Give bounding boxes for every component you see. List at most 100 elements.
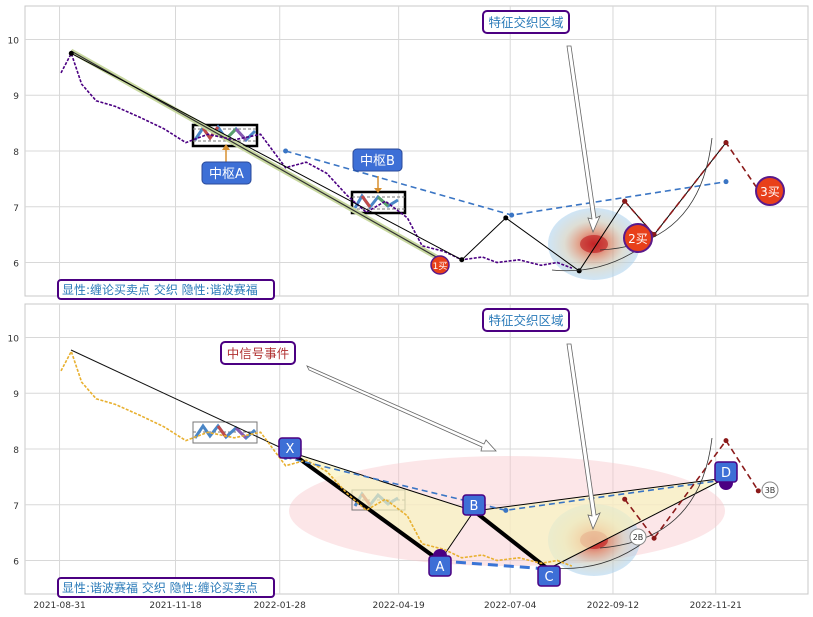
point-a-marker: A	[428, 549, 452, 577]
series-point	[723, 140, 729, 146]
point-c-text: C	[544, 570, 553, 585]
signal-event-text: 中信号事件	[227, 346, 290, 361]
series-point	[576, 268, 582, 274]
bottom-zone-text: 特征交织区域	[488, 313, 563, 328]
pivot-b-strokes-3	[376, 195, 390, 208]
y-tick-label: 7	[13, 204, 19, 214]
top-legend: 显性:缠论买卖点 交织 隐性:谐波赛福	[57, 279, 275, 300]
bottom-legend-text: 显性:谐波赛福 交织 隐性:缠论买卖点	[62, 580, 258, 595]
series-point	[622, 496, 628, 502]
y-tick-label: 6	[13, 558, 19, 568]
pivot-a-label: 中枢A	[201, 161, 252, 185]
y-tick-label: 9	[13, 390, 19, 400]
bottom-legend: 显性:谐波赛福 交织 隐性:缠论买卖点	[57, 577, 275, 598]
point-d-text: D	[721, 466, 731, 481]
bottom-zone-label: 特征交织区域	[482, 308, 570, 332]
series-point	[723, 438, 729, 444]
point-c-marker: C	[537, 565, 561, 587]
series-point	[755, 488, 761, 494]
pivot-a-text: 中枢A	[209, 167, 244, 182]
x-tick-label: 2022-11-21	[690, 601, 742, 611]
pivot-a-arrowhead	[222, 144, 230, 150]
series-point	[283, 148, 289, 154]
x-tick-label: 2021-11-18	[149, 601, 202, 611]
point-x-text: X	[286, 442, 295, 457]
top-zone-arrow	[566, 45, 601, 234]
marker-2b-text: 2B	[633, 533, 644, 542]
point-x-marker: X	[278, 437, 302, 459]
pivot-b-arrowhead	[374, 188, 382, 193]
series-line-2	[624, 141, 759, 236]
pivot-b-text: 中枢B	[360, 154, 395, 169]
top-legend-text: 显性:缠论买卖点 交织 隐性:谐波赛福	[62, 282, 258, 297]
signal-event-label: 中信号事件	[220, 341, 296, 365]
y-tick-label: 7	[13, 502, 19, 512]
bcd-triangle-fill	[474, 478, 726, 569]
series-point	[503, 507, 509, 513]
series-point	[68, 50, 74, 56]
point-d-marker: D	[714, 461, 738, 490]
y-tick-label: 6	[13, 260, 19, 270]
x-tick-labels: 2021-08-31 2021-11-18 2022-01-28 2022-04-19…	[33, 601, 742, 611]
harmonic-ac-dashed	[439, 559, 549, 571]
bottom-gridlines	[25, 304, 808, 594]
bottom-arc-2	[599, 437, 713, 549]
harmonic-bd-leg	[473, 477, 727, 512]
top-y-tick-labels: 6 7 8 9 10	[8, 36, 20, 269]
top-zone-text: 特征交织区域	[488, 15, 563, 30]
marker-3b-text: 3B	[765, 486, 776, 495]
point-a-text: A	[436, 560, 445, 575]
x-tick-label: 2022-07-04	[484, 601, 537, 611]
buy-point-1: 1买	[430, 255, 450, 275]
buy-point-3: 3买	[755, 176, 785, 206]
series-line-1	[285, 456, 727, 512]
series-point	[651, 535, 657, 541]
top-interweave-core	[580, 235, 608, 253]
bottom-y-tick-labels: 6 7 8 9 10	[8, 334, 20, 567]
buy-point-2: 2买	[623, 223, 653, 253]
series-line-2	[624, 439, 759, 540]
bottom-arc-1	[551, 544, 641, 569]
series-point	[503, 215, 509, 221]
series-point	[723, 179, 729, 185]
x-tick-label: 2021-08-31	[33, 601, 85, 611]
series-line-0	[60, 51, 573, 269]
top-zone-label: 特征交织区域	[482, 10, 570, 34]
signal-event-arrow	[306, 365, 497, 452]
series-line-0	[60, 349, 573, 567]
series-point	[622, 198, 628, 204]
harmonic-cd-leg	[547, 477, 727, 570]
top-series	[60, 50, 761, 274]
x-tick-label: 2022-09-12	[587, 601, 639, 611]
buy-2-text: 2买	[628, 232, 648, 246]
series-point	[459, 257, 465, 263]
bottom-trend-line	[70, 349, 291, 453]
x-tick-label: 2022-01-28	[254, 601, 307, 611]
pivot-b-label: 中枢B	[352, 148, 403, 172]
buy-1-text: 1买	[433, 261, 448, 272]
harmonic-xb-leg	[289, 451, 475, 512]
harmonic-xa-leg	[288, 450, 442, 563]
xab-triangle-fill	[290, 452, 474, 561]
marker-3b: 3B	[761, 481, 779, 499]
marker-2b: 2B	[629, 528, 647, 546]
y-tick-label: 9	[13, 92, 19, 102]
top-gridlines	[25, 6, 808, 296]
y-tick-label: 8	[13, 148, 19, 158]
y-tick-label: 8	[13, 446, 19, 456]
bottom-zone-arrow	[566, 343, 601, 531]
y-tick-label: 10	[8, 334, 20, 344]
pivot-b-strokes-2	[360, 195, 372, 208]
buy-3-text: 3买	[760, 185, 780, 199]
point-b-marker: B	[462, 494, 486, 516]
top-arc-1	[551, 247, 641, 272]
series-point	[509, 212, 515, 218]
top-arc-2	[599, 137, 713, 251]
harmonic-bc-leg	[472, 509, 550, 571]
y-tick-label: 10	[8, 36, 20, 46]
x-tick-label: 2022-04-19	[372, 601, 425, 611]
point-b-text: B	[470, 499, 479, 514]
